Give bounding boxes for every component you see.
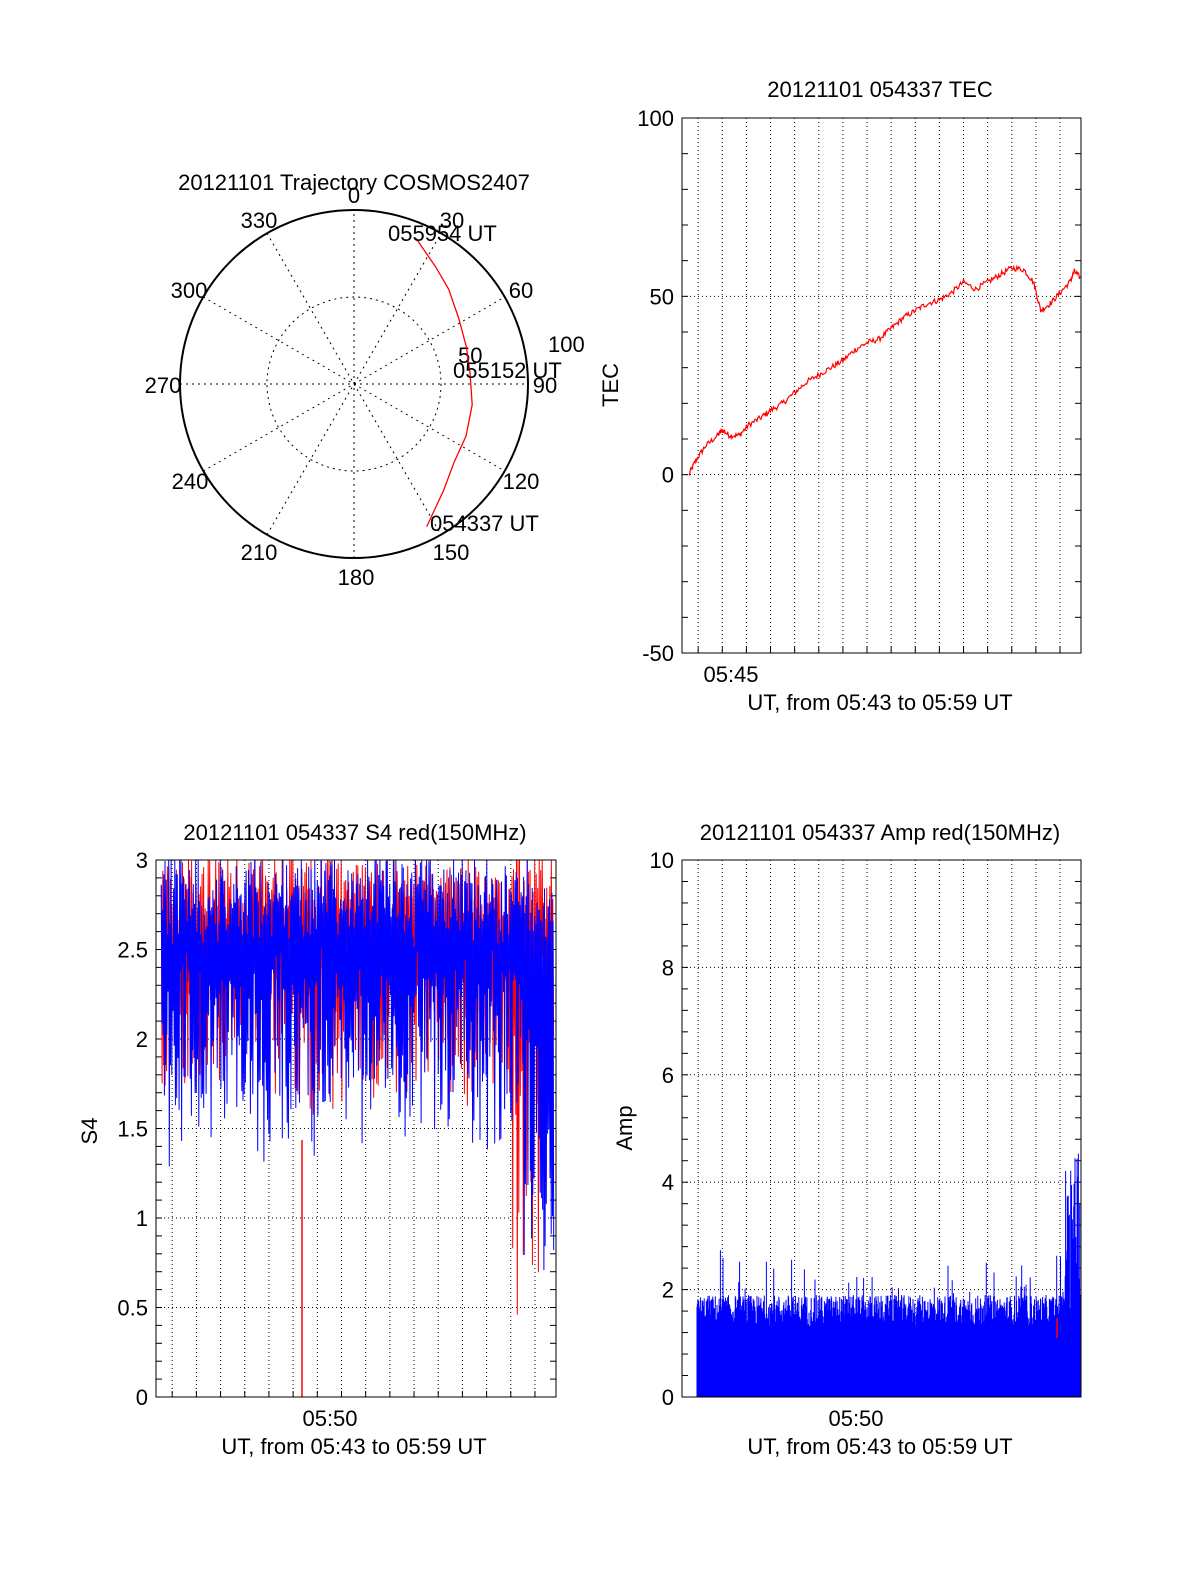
y-tick-label: 2.5 [117, 938, 148, 963]
s4-xtick-label: 05:50 [302, 1406, 357, 1431]
s4-xlabel: UT, from 05:43 to 05:59 UT [221, 1434, 486, 1459]
trajectory-mid-label: 055152 UT [453, 358, 562, 383]
y-tick-label: 10 [650, 848, 674, 873]
y-tick-label: 3 [136, 848, 148, 873]
amp-title: 20121101 054337 Amp red(150MHz) [700, 820, 1060, 845]
s4-title: 20121101 054337 S4 red(150MHz) [183, 820, 526, 845]
y-tick-label: 1.5 [117, 1117, 148, 1142]
polar-panel: 20121101 Trajectory COSMOS2407 0 30 60 90 12… [145, 170, 585, 590]
polar-angle-label: 210 [241, 540, 278, 565]
amp-tick-labels: 0 2 4 6 8 10 [650, 848, 674, 1410]
tec-plot-frame [681, 117, 1082, 654]
amp-plot-frame [681, 859, 1082, 1398]
y-tick-label: 0 [662, 463, 674, 488]
polar-title: 20121101 Trajectory COSMOS2407 [178, 170, 530, 195]
y-tick-label: 1 [136, 1206, 148, 1231]
trajectory-line [415, 237, 473, 527]
y-tick-label: 4 [662, 1170, 674, 1195]
amp-grid [682, 859, 1081, 1398]
tec-grid [682, 117, 1081, 654]
y-tick-label: 8 [662, 955, 674, 980]
polar-angle-label: 30 [440, 208, 464, 233]
polar-angle-label: 300 [171, 278, 208, 303]
amp-panel: 20121101 054337 Amp red(150MHz) 0246810 … [612, 820, 1082, 1459]
tec-ylabel: TEC [598, 363, 623, 407]
polar-angle-label: 60 [509, 278, 533, 303]
tec-tick-labels: -50 0 50 100 [637, 106, 674, 666]
tec-xtick-label: 05:45 [703, 662, 758, 687]
trajectory-end-label: 055954 UT [388, 221, 497, 246]
y-tick-label: 0 [136, 1385, 148, 1410]
y-tick-label: 6 [662, 1063, 674, 1088]
polar-angle-label: 150 [433, 540, 470, 565]
s4-plot-frame [155, 859, 557, 1398]
y-tick-label: 0 [662, 1385, 674, 1410]
polar-spoke [266, 233, 442, 535]
polar-radius-label-50: 50 [458, 343, 482, 368]
s4-blue-series [160, 859, 555, 1271]
polar-angle-labels: 0 30 60 90 120 150 180 210 240 270 300 330 [145, 183, 558, 590]
y-tick-label: 100 [637, 106, 674, 131]
y-tick-label: 2 [136, 1027, 148, 1052]
y-tick-label: 0.5 [117, 1296, 148, 1321]
amp-xtick-label: 05:50 [828, 1406, 883, 1431]
trajectory-start-label: 054337 UT [430, 511, 539, 536]
polar-angle-label: 90 [533, 373, 557, 398]
polar-grid [180, 210, 528, 558]
tec-xlabel: UT, from 05:43 to 05:59 UT [747, 690, 1012, 715]
y-tick-label: 2 [662, 1278, 674, 1303]
amp-xlabel: UT, from 05:43 to 05:59 UT [747, 1434, 1012, 1459]
polar-angle-label: 330 [241, 208, 278, 233]
polar-radius-label-100: 100 [548, 332, 585, 357]
amp-blue-series [696, 1153, 1081, 1397]
polar-angle-label: 120 [503, 469, 540, 494]
polar-angle-label: 0 [348, 183, 360, 208]
amp-ylabel: Amp [612, 1105, 637, 1150]
s4-ylabel: S4 [77, 1118, 102, 1145]
tec-title: 20121101 054337 TEC [767, 77, 993, 102]
s4-tick-labels: 0 0.5 1 1.5 2 2.5 3 [117, 848, 148, 1410]
polar-angle-label: 270 [145, 373, 182, 398]
polar-ring-50 [266, 296, 442, 472]
tec-series-line [688, 264, 1081, 477]
y-tick-label: -50 [642, 641, 674, 666]
s4-panel: 20121101 054337 S4 red(150MHz) 0 0.5 1 1.5 2… [77, 820, 557, 1459]
polar-outer-circle [179, 209, 529, 559]
y-tick-label: 50 [650, 284, 674, 309]
polar-angle-label: 240 [172, 469, 209, 494]
polar-angle-label: 180 [338, 565, 375, 590]
